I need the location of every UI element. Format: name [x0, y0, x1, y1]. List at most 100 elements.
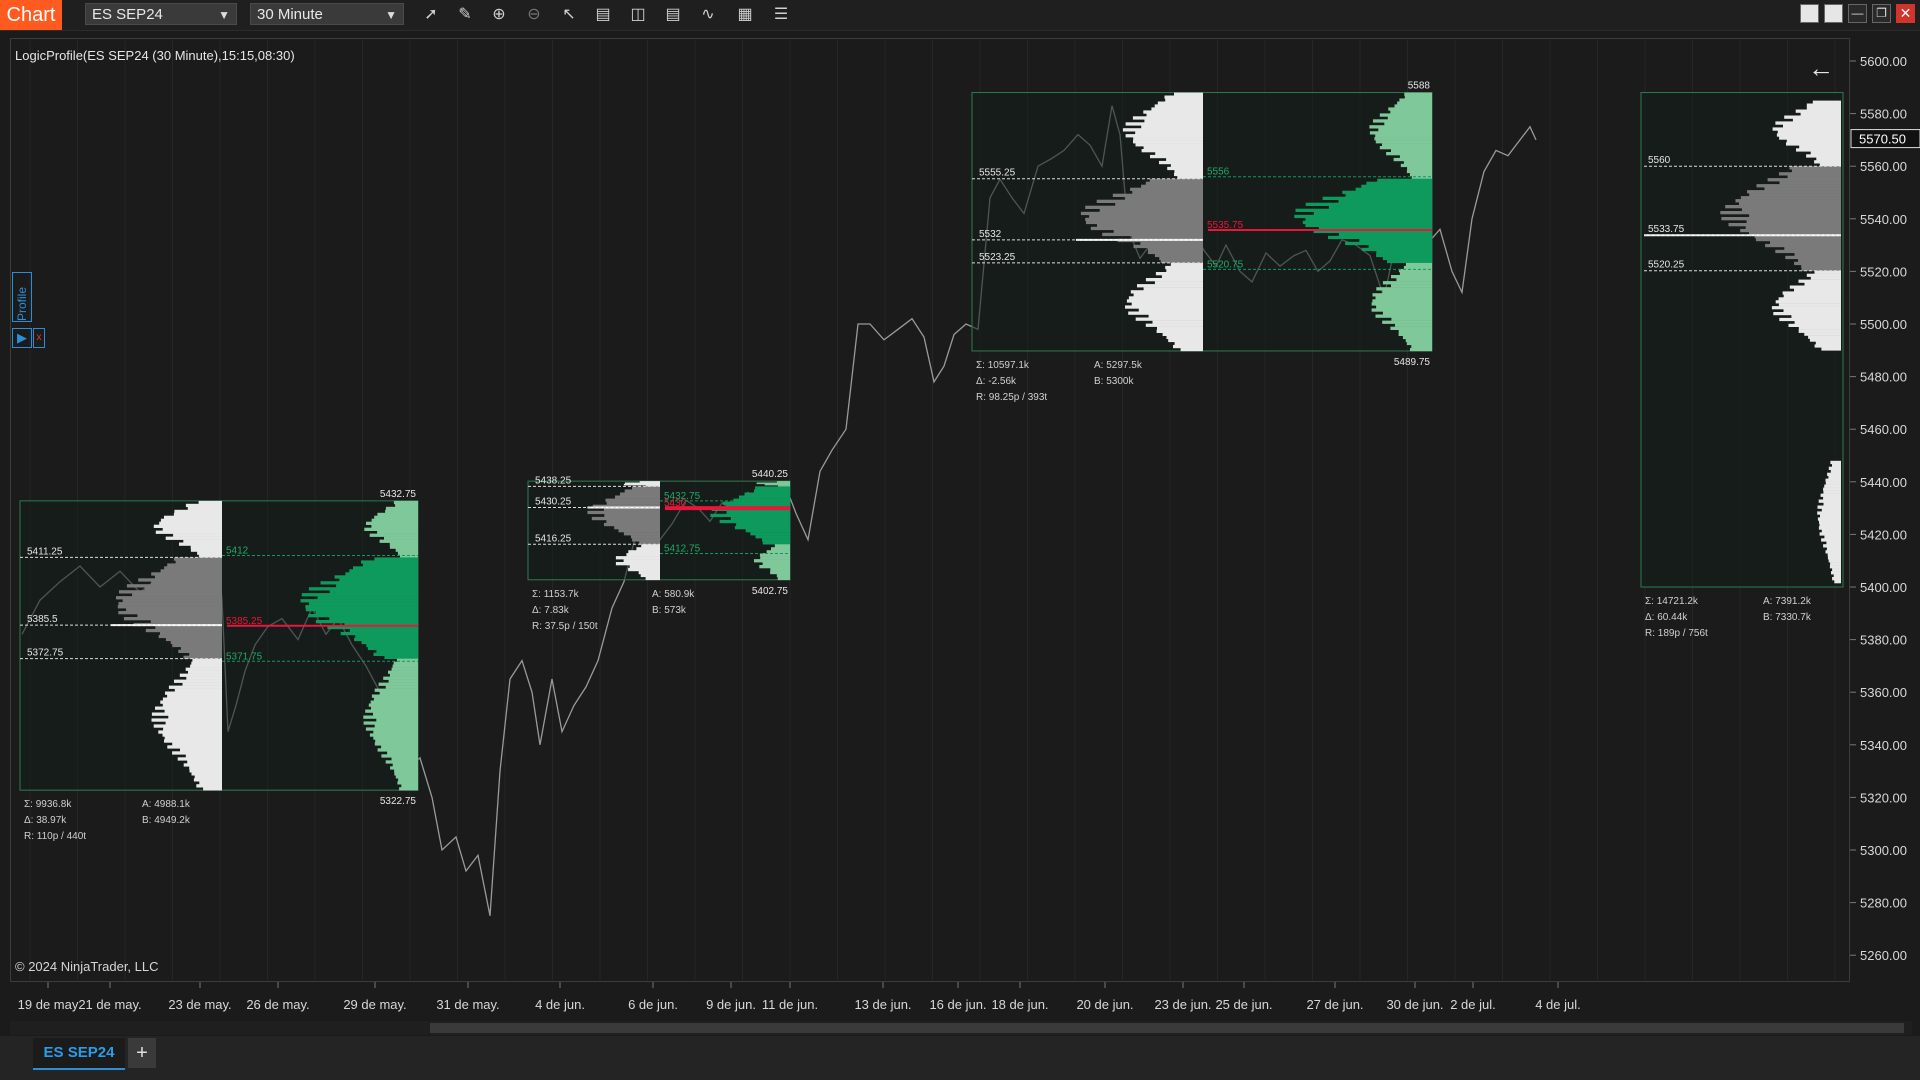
profile-bar: [339, 578, 418, 582]
close-profile-icon[interactable]: x: [33, 328, 45, 348]
horizontal-scrollbar[interactable]: [10, 1021, 1912, 1035]
profile-bar: [1406, 341, 1432, 346]
profile-bar: [730, 516, 790, 521]
profile-bar: [1394, 104, 1432, 108]
profile-bar: [1305, 217, 1432, 222]
profile-bar: [776, 481, 790, 483]
zoom-out-icon[interactable]: ⊖: [527, 6, 541, 23]
y-tick-label: 5540.00: [1860, 212, 1907, 227]
restore-icon[interactable]: ❐: [1872, 4, 1891, 23]
window-button-1[interactable]: [1800, 4, 1819, 23]
profile-bar: [762, 562, 790, 566]
tab-es-sep24[interactable]: ES SEP24: [33, 1038, 125, 1070]
chart-style-icon[interactable]: ◫: [630, 6, 646, 23]
profile-bar: [301, 593, 418, 597]
profile-bar: [1155, 272, 1203, 276]
profile-bar: [168, 715, 222, 719]
profile-bar: [385, 760, 418, 764]
profile-bar: [387, 751, 418, 755]
green-level-label: 5412: [226, 545, 249, 556]
profile-bar: [1125, 134, 1203, 138]
add-tab-button[interactable]: +: [128, 1038, 156, 1068]
profile-bar: [1779, 317, 1841, 322]
scroll-thumb[interactable]: [430, 1023, 1904, 1033]
green-level-label: 5432.75: [664, 491, 701, 502]
profile-bar: [336, 584, 418, 588]
profile-bar: [388, 679, 418, 683]
bar-type-icon[interactable]: ▤: [665, 6, 681, 23]
profile-bar: [1342, 190, 1432, 194]
profile-bar: [399, 787, 418, 791]
profile-bar: [308, 614, 418, 618]
profile-bar: [1794, 261, 1841, 266]
zoom-in-icon[interactable]: ⊕: [492, 6, 506, 23]
profile-bar: [327, 625, 418, 630]
profile-bar: [614, 526, 660, 530]
profile-bar: [1817, 505, 1841, 509]
profile-bar: [392, 763, 418, 767]
green-level-label: 5385.25: [226, 616, 263, 627]
profile-bar: [1821, 508, 1841, 512]
level-label: 5430.25: [535, 496, 572, 507]
profile-stat: B: 7330.7k: [1763, 612, 1812, 623]
app-title[interactable]: Chart: [0, 0, 62, 30]
window-button-2[interactable]: [1824, 4, 1843, 23]
profile-bar: [1371, 308, 1432, 312]
line-tool-icon[interactable]: ➚: [424, 6, 438, 23]
profile-bar: [1791, 314, 1841, 319]
profile-bar: [1391, 149, 1432, 153]
profile-bar: [1302, 220, 1432, 225]
profile-stat: R: 189p / 756t: [1645, 628, 1708, 639]
close-icon[interactable]: ✕: [1896, 4, 1915, 23]
profile-bar: [750, 532, 790, 536]
profile-bar: [1375, 140, 1432, 144]
profile-bar: [1391, 284, 1432, 288]
profile-bar: [1376, 253, 1432, 258]
profile-bar: [173, 533, 222, 537]
profile-bar: [401, 784, 418, 788]
properties-icon[interactable]: ☰: [773, 6, 789, 23]
minimize-icon[interactable]: —: [1848, 4, 1867, 23]
data-box-icon[interactable]: ▤: [595, 6, 611, 23]
profile-tab[interactable]: Profile: [12, 272, 32, 322]
profile-bar: [606, 519, 660, 524]
profile-bar: [1777, 130, 1841, 134]
profile-bar: [395, 503, 418, 508]
profile-bar: [1170, 262, 1203, 267]
profile-bar: [164, 566, 222, 570]
profile-bar: [1756, 184, 1841, 188]
profile-bar: [1164, 95, 1203, 99]
play-icon[interactable]: ▶: [12, 328, 32, 348]
instrument-select[interactable]: ES SEP24 ▼: [85, 3, 237, 25]
profile-bar: [371, 694, 418, 698]
profile-bar: [363, 721, 418, 725]
profile-bar: [189, 769, 222, 773]
strategies-icon[interactable]: ▦: [737, 6, 753, 23]
profile-bar: [180, 748, 222, 752]
indicators-icon[interactable]: ∿: [701, 6, 715, 23]
profile-bar: [191, 661, 222, 665]
profile-bar: [362, 563, 418, 567]
profile-bar: [320, 581, 418, 585]
timeframe-select[interactable]: 30 Minute ▼: [250, 3, 404, 25]
profile-bar: [1789, 285, 1841, 289]
profile-bar: [172, 643, 222, 648]
profile-bar: [1824, 484, 1841, 488]
level-label: 5385.5: [27, 614, 58, 625]
x-tick-label: 2 de jul.: [1450, 997, 1496, 1012]
profile-bar: [151, 718, 222, 722]
profile-bar: [1411, 344, 1432, 349]
profile-bar: [776, 573, 790, 578]
level-label: 5533.75: [1648, 224, 1685, 235]
x-tick-label: 29 de may.: [343, 997, 406, 1012]
back-arrow-icon[interactable]: ←: [1808, 53, 1834, 83]
profile-bar: [1798, 329, 1841, 333]
profile-bar: [1369, 125, 1432, 129]
profile-bar: [1147, 247, 1203, 252]
profile-bar: [153, 724, 222, 728]
pencil-icon[interactable]: ✎: [458, 6, 472, 23]
profile-bar: [1409, 172, 1432, 177]
pointer-icon[interactable]: ↖: [562, 6, 576, 23]
profile-bar: [1391, 317, 1432, 321]
profile-stat: R: 98.25p / 393t: [976, 392, 1047, 403]
